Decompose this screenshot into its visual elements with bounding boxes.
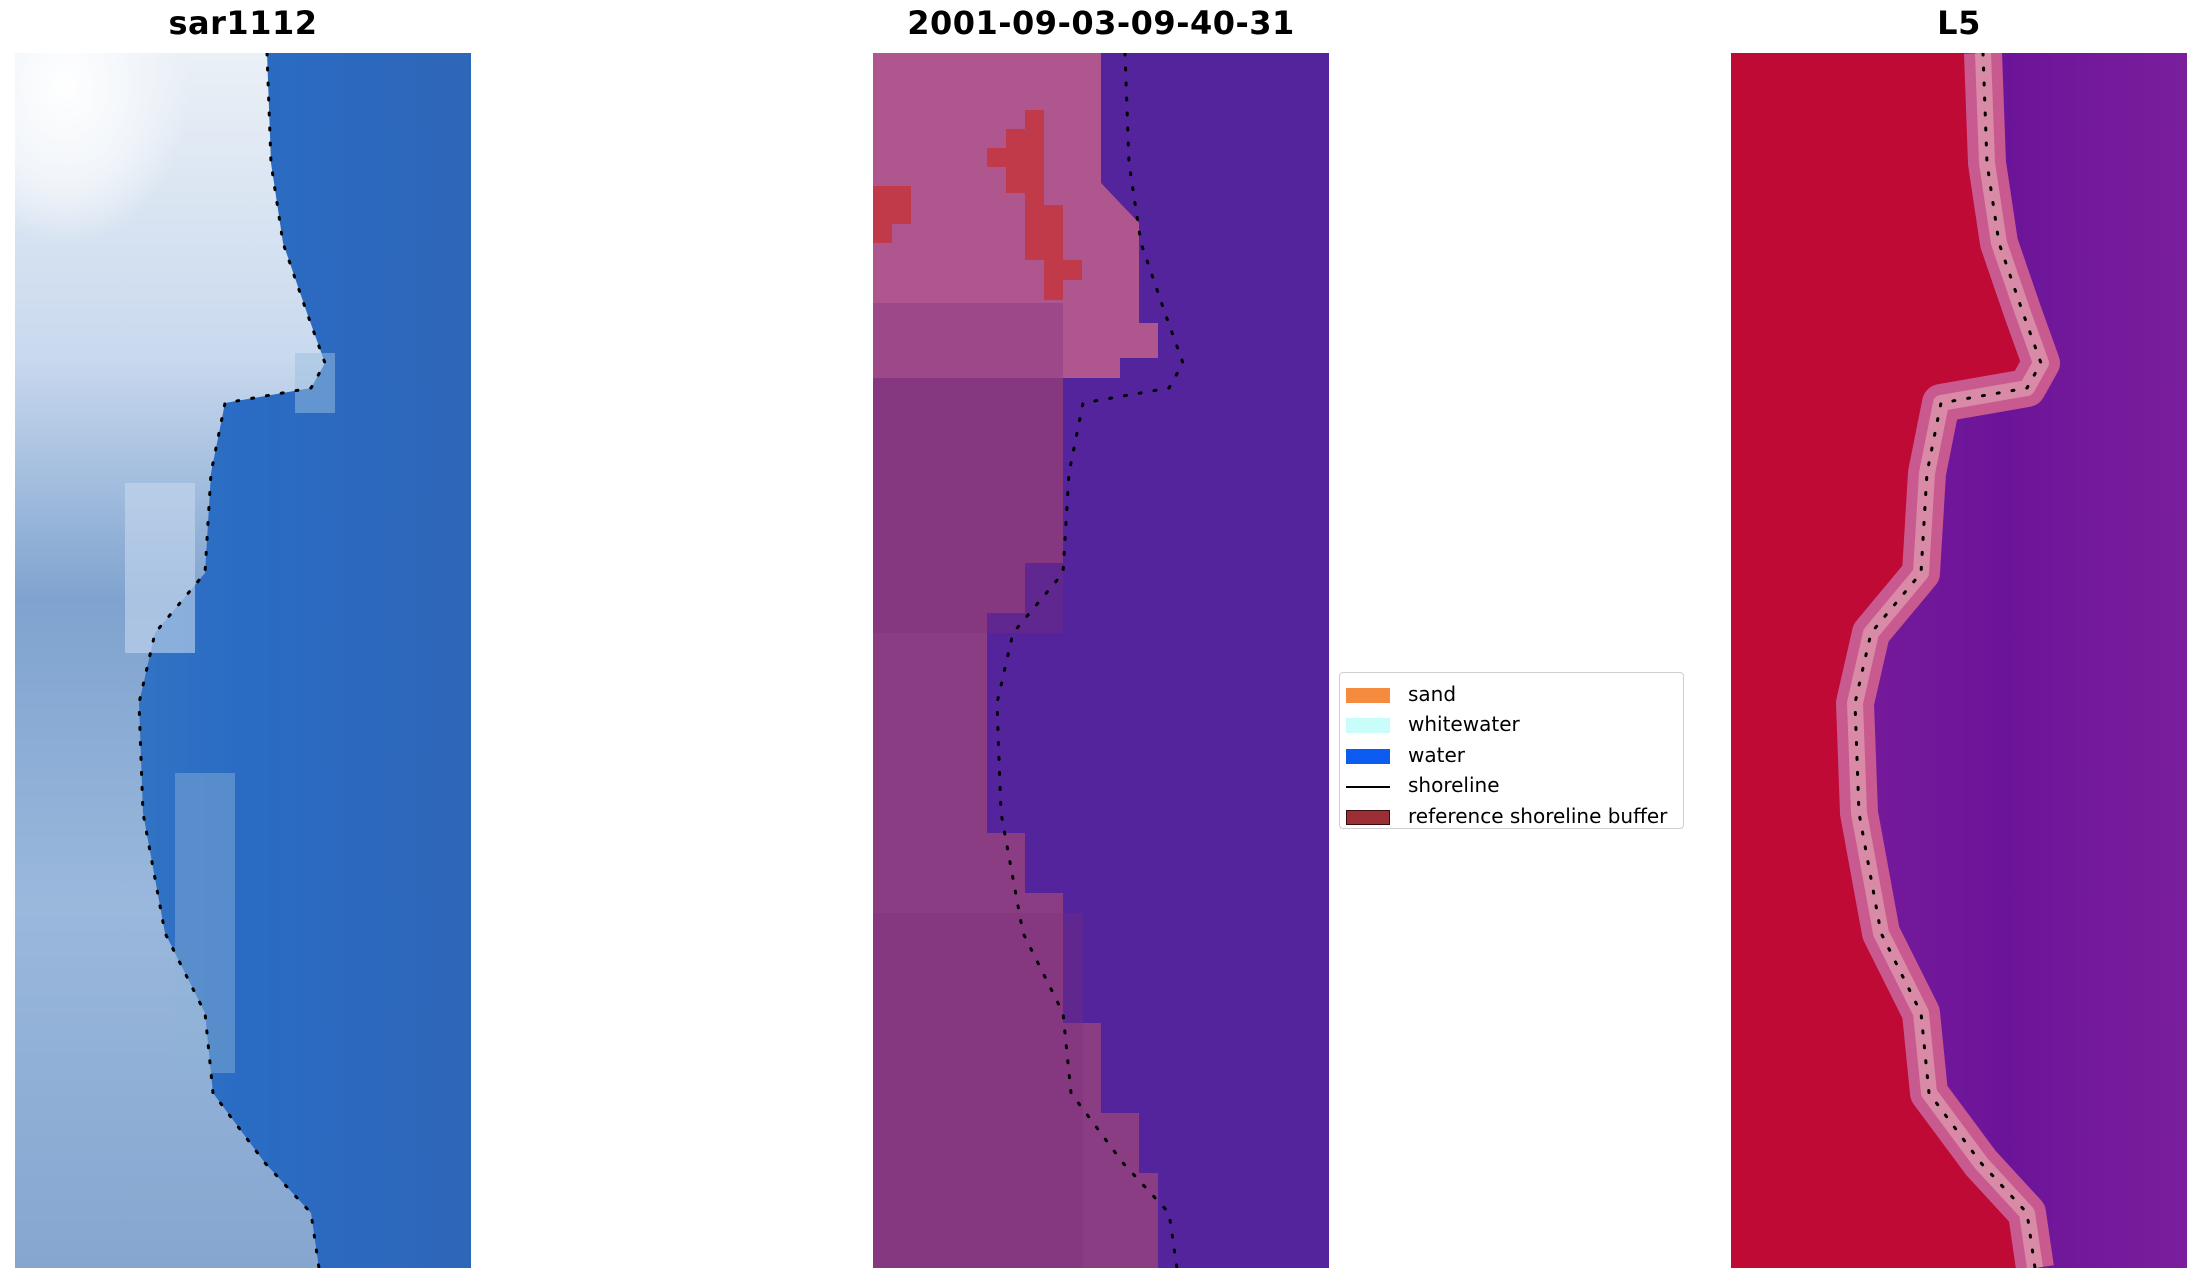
shoreline-dots: [137, 53, 327, 1268]
legend-item-whitewater: whitewater: [1340, 709, 1683, 739]
index-image-panel: [1731, 53, 2187, 1268]
legend-item-reference-buffer: reference shoreline buffer: [1340, 801, 1683, 831]
sand-swatch: [1346, 688, 1390, 703]
index-image: [1731, 53, 2187, 1268]
legend-label: water: [1408, 742, 1465, 767]
rgb-image: [15, 53, 471, 1268]
panel-title-mndwi: L5: [1937, 4, 1981, 42]
classified-image-panel: [873, 53, 1329, 1268]
shoreline-dots: [1853, 53, 2043, 1268]
legend-item-shoreline: shoreline: [1340, 770, 1683, 800]
legend: sand whitewater water shoreline referenc…: [1339, 672, 1684, 829]
shoreline-dots: [995, 53, 1185, 1268]
legend-label: reference shoreline buffer: [1408, 803, 1668, 828]
legend-label: whitewater: [1408, 712, 1520, 737]
legend-label: shoreline: [1408, 773, 1500, 798]
whitewater-swatch: [1346, 718, 1390, 734]
reference-buffer-swatch: [1346, 809, 1390, 825]
classified-image: [873, 53, 1329, 1268]
legend-item-water: water: [1340, 740, 1683, 770]
panel-title-rgb: sar1112: [168, 4, 318, 42]
rgb-image-panel: [15, 53, 471, 1268]
shoreline-swatch: [1346, 786, 1390, 789]
water-swatch: [1346, 748, 1390, 764]
panel-title-classified: 2001-09-03-09-40-31: [907, 4, 1295, 42]
legend-item-sand: sand: [1340, 679, 1683, 709]
legend-label: sand: [1408, 682, 1457, 706]
